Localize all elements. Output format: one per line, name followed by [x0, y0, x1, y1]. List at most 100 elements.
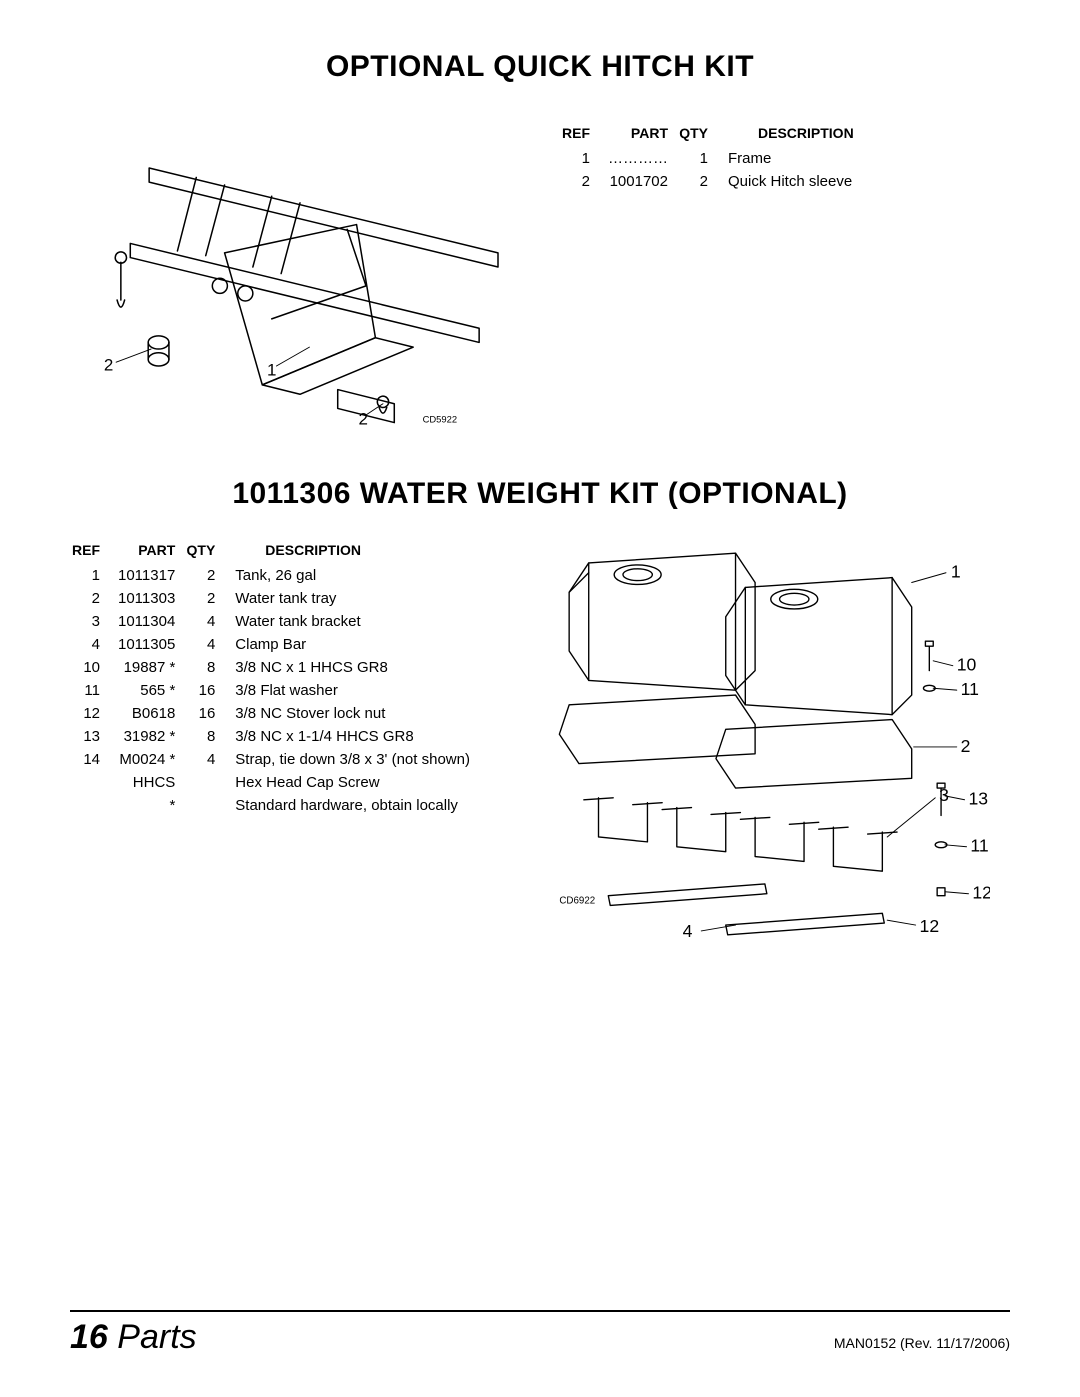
svg-text:12: 12 [972, 883, 990, 903]
figure2-id: CD6922 [559, 896, 595, 907]
table-row: 1019887 *83/8 NC x 1 HHCS GR8 [70, 656, 480, 679]
table-row: 11565 *163/8 Flat washer [70, 679, 480, 702]
table-header-row: REF PART QTY DESCRIPTION [70, 539, 480, 564]
cell-part: * [110, 794, 185, 817]
table-row: 210113032Water tank tray [70, 587, 480, 610]
table1-wrap: REF PART QTY DESCRIPTION 1…………1Frame2100… [560, 102, 1010, 193]
cell-ref: 10 [70, 656, 110, 679]
cell-qty: 16 [185, 679, 225, 702]
cell-part: B0618 [110, 702, 185, 725]
cell-desc: 3/8 NC Stover lock nut [225, 702, 480, 725]
cell-part: 1011317 [110, 564, 185, 587]
cell-ref: 2 [70, 587, 110, 610]
cell-qty [185, 771, 225, 794]
cell-part: 1011305 [110, 633, 185, 656]
cell-qty: 2 [678, 170, 718, 193]
cell-desc: 3/8 NC x 1 HHCS GR8 [225, 656, 480, 679]
cell-ref: 1 [70, 564, 110, 587]
col-desc-header: DESCRIPTION [718, 122, 864, 147]
svg-text:1: 1 [951, 562, 961, 582]
footer-section-name: Parts [117, 1318, 196, 1356]
quick-hitch-svg: 2 1 2 CD5922 [70, 102, 530, 432]
table-row: 210017022Quick Hitch sleeve [560, 170, 864, 193]
section2-title: 1011306 WATER WEIGHT KIT (OPTIONAL) [70, 477, 1010, 511]
cell-desc: Frame [718, 147, 864, 170]
cell-desc: 3/8 NC x 1-1/4 HHCS GR8 [225, 725, 480, 748]
table-row: 12B0618163/8 NC Stover lock nut [70, 702, 480, 725]
figure-water-weight: 1 10 11 2 3 13 11 12 4 12 CD6922 [530, 529, 1010, 964]
section2: REF PART QTY DESCRIPTION 110113172Tank, … [70, 529, 1010, 964]
cell-ref: 3 [70, 610, 110, 633]
svg-text:10: 10 [957, 655, 977, 675]
cell-qty: 16 [185, 702, 225, 725]
cell-part: 1011303 [110, 587, 185, 610]
cell-qty: 2 [185, 587, 225, 610]
table-row: 14M0024 *4Strap, tie down 3/8 x 3' (not … [70, 748, 480, 771]
water-weight-svg: 1 10 11 2 3 13 11 12 4 12 CD6922 [530, 529, 990, 959]
cell-desc: Quick Hitch sleeve [718, 170, 864, 193]
svg-text:11: 11 [970, 836, 988, 856]
cell-part: ………… [600, 147, 678, 170]
cell-part: 31982 * [110, 725, 185, 748]
col-part-header: PART [110, 539, 185, 564]
cell-qty: 2 [185, 564, 225, 587]
cell-desc: Hex Head Cap Screw [225, 771, 480, 794]
svg-text:13: 13 [968, 789, 988, 809]
cell-part: 1001702 [600, 170, 678, 193]
cell-ref: 2 [560, 170, 600, 193]
figure-quick-hitch: 2 1 2 CD5922 [70, 102, 530, 437]
cell-part: HHCS [110, 771, 185, 794]
cell-desc: Water tank tray [225, 587, 480, 610]
cell-ref: 1 [560, 147, 600, 170]
table-row: 310113044Water tank bracket [70, 610, 480, 633]
table-row: 1331982 *83/8 NC x 1-1/4 HHCS GR8 [70, 725, 480, 748]
cell-ref: 11 [70, 679, 110, 702]
cell-qty: 4 [185, 633, 225, 656]
cell-desc: Water tank bracket [225, 610, 480, 633]
footer-left: 16 Parts [70, 1318, 197, 1357]
cell-part: 19887 * [110, 656, 185, 679]
cell-qty: 1 [678, 147, 718, 170]
col-ref-header: REF [560, 122, 600, 147]
cell-part: M0024 * [110, 748, 185, 771]
svg-text:11: 11 [961, 679, 979, 699]
svg-text:2: 2 [104, 356, 113, 375]
table-row: 110113172Tank, 26 gal [70, 564, 480, 587]
table-row: * Standard hardware, obtain locally [70, 794, 480, 817]
table-header-row: REF PART QTY DESCRIPTION [560, 122, 864, 147]
cell-qty: 8 [185, 725, 225, 748]
cell-desc: Clamp Bar [225, 633, 480, 656]
cell-qty [185, 794, 225, 817]
cell-desc: Strap, tie down 3/8 x 3' (not shown) [225, 748, 480, 771]
footer-doc-ref: MAN0152 (Rev. 11/17/2006) [834, 1335, 1010, 1351]
cell-ref: 14 [70, 748, 110, 771]
cell-qty: 8 [185, 656, 225, 679]
cell-ref: 4 [70, 633, 110, 656]
section1: 2 1 2 CD5922 REF PART QTY DESCRIPTION 1…… [70, 102, 1010, 437]
cell-qty: 4 [185, 748, 225, 771]
cell-desc: 3/8 Flat washer [225, 679, 480, 702]
svg-text:1: 1 [267, 360, 276, 379]
figure1-id: CD5922 [423, 414, 458, 425]
cell-ref [70, 771, 110, 794]
page-footer: 16 Parts MAN0152 (Rev. 11/17/2006) [70, 1310, 1010, 1357]
svg-text:4: 4 [683, 921, 693, 941]
cell-ref: 12 [70, 702, 110, 725]
col-desc-header: DESCRIPTION [225, 539, 480, 564]
col-part-header: PART [600, 122, 678, 147]
cell-part: 565 * [110, 679, 185, 702]
cell-desc: Standard hardware, obtain locally [225, 794, 480, 817]
table2-wrap: REF PART QTY DESCRIPTION 110113172Tank, … [70, 529, 510, 817]
parts-table-2: REF PART QTY DESCRIPTION 110113172Tank, … [70, 539, 480, 817]
parts-table-1: REF PART QTY DESCRIPTION 1…………1Frame2100… [560, 122, 864, 193]
col-qty-header: QTY [678, 122, 718, 147]
cell-ref [70, 794, 110, 817]
col-qty-header: QTY [185, 539, 225, 564]
col-ref-header: REF [70, 539, 110, 564]
svg-text:2: 2 [358, 409, 367, 428]
section1-title: OPTIONAL QUICK HITCH KIT [70, 50, 1010, 84]
cell-part: 1011304 [110, 610, 185, 633]
page-number: 16 [70, 1318, 108, 1356]
cell-desc: Tank, 26 gal [225, 564, 480, 587]
svg-text:3: 3 [939, 785, 949, 805]
